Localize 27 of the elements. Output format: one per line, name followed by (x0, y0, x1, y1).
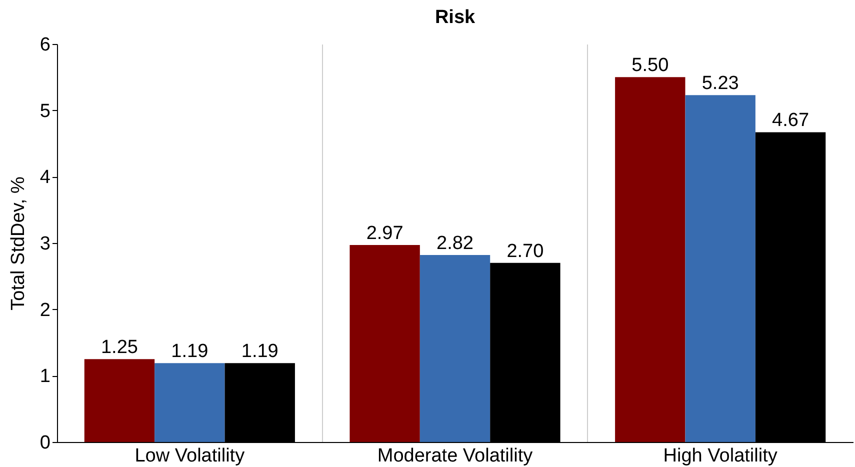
data-label: 5.50 (632, 55, 669, 76)
y-tick-label: 2 (40, 300, 50, 321)
bar (420, 254, 490, 442)
x-tick-label: High Volatility (663, 446, 778, 466)
data-label: 2.97 (366, 222, 404, 244)
data-label: 1.19 (241, 341, 278, 362)
bar (685, 95, 756, 442)
y-tick-label: 6 (40, 34, 50, 56)
bar (154, 363, 225, 442)
y-tick-label: 5 (40, 100, 50, 122)
data-label: 5.23 (702, 73, 739, 94)
y-tick-label: 3 (40, 234, 50, 254)
chart-title: Risk (434, 7, 476, 28)
data-label: 1.19 (171, 341, 208, 362)
data-label: 1.25 (100, 337, 138, 358)
y-tick-label: 1 (40, 366, 50, 388)
bar (84, 359, 155, 442)
y-tick-label: 4 (40, 167, 51, 188)
data-label: 2.70 (506, 240, 544, 262)
bar (615, 77, 686, 442)
data-label: 4.67 (772, 110, 810, 132)
data-label: 2.82 (436, 232, 474, 254)
x-tick-label: Low Volatility (134, 446, 246, 466)
y-tick-label: 0 (40, 432, 50, 454)
bar (350, 244, 420, 442)
x-tick-label: Moderate Volatility (377, 446, 534, 466)
y-axis-title: Total StdDev, % (8, 176, 29, 310)
